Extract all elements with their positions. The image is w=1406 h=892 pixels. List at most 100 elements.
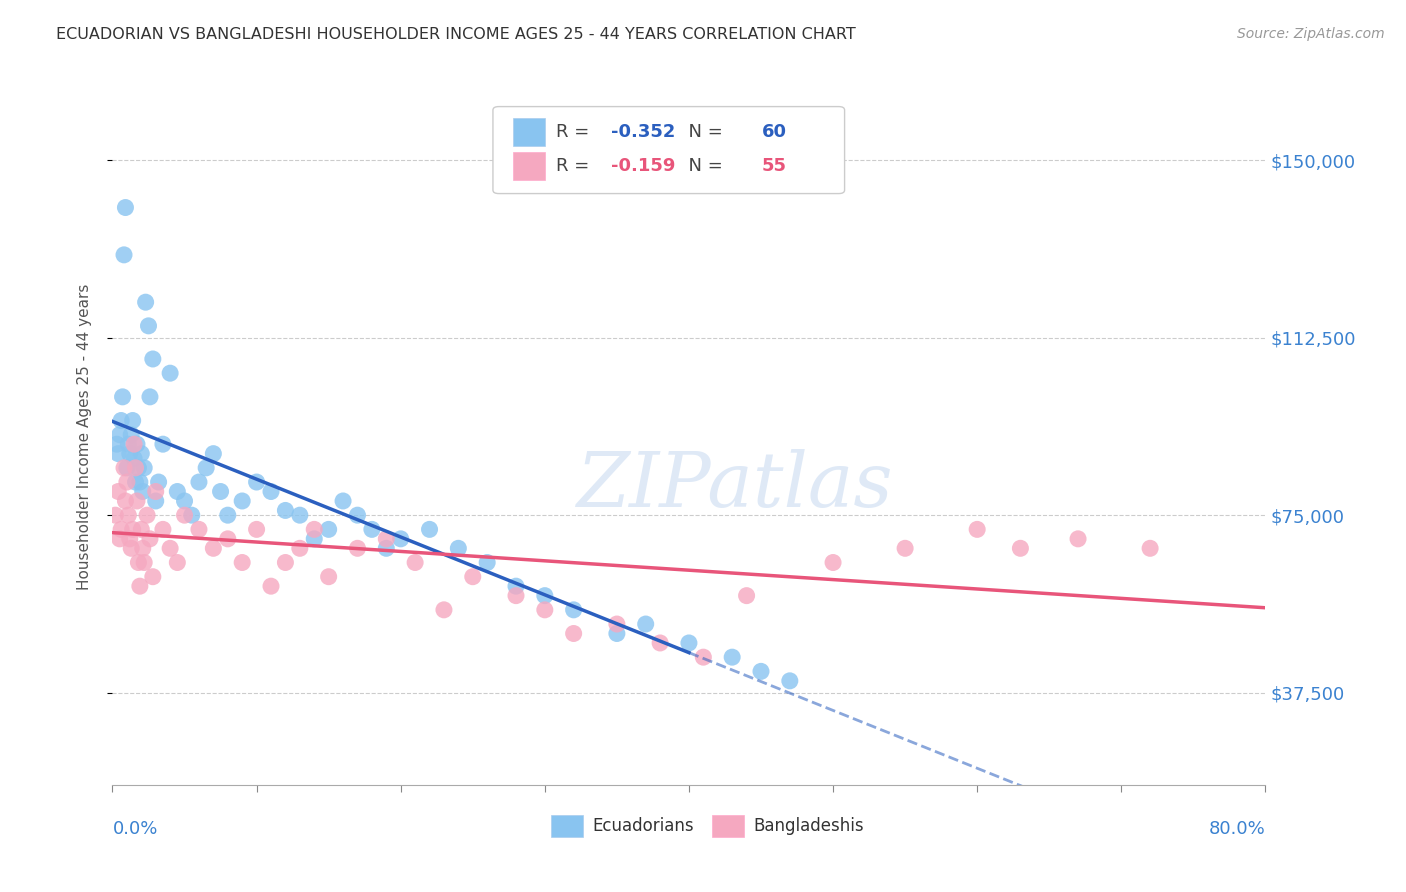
Point (117, 508, 139, 523)
Point (231, 556, 253, 570)
Point (129, 447, 153, 461)
Point (274, 503, 297, 517)
Point (110, 413, 132, 427)
Point (188, 522, 211, 536)
Point (124, 460, 146, 475)
Point (125, 494, 148, 508)
Text: R =: R = (557, 157, 595, 175)
Point (124, 475, 146, 489)
Point (461, 570, 484, 584)
Point (534, 603, 557, 617)
Text: Source: ZipAtlas.com: Source: ZipAtlas.com (1237, 27, 1385, 41)
Point (195, 460, 218, 475)
Point (447, 541, 470, 556)
Point (173, 494, 195, 508)
Point (1139, 541, 1161, 556)
Point (127, 556, 149, 570)
Point (779, 673, 801, 688)
Point (173, 508, 195, 523)
Point (606, 626, 628, 640)
Text: Bangladeshis: Bangladeshis (754, 817, 865, 835)
Point (159, 541, 181, 556)
Point (966, 522, 988, 536)
Point (125, 437, 148, 451)
Point (260, 484, 283, 499)
Point (692, 650, 714, 665)
FancyBboxPatch shape (551, 815, 583, 837)
Point (202, 541, 225, 556)
Point (678, 636, 700, 650)
Point (346, 508, 368, 523)
Text: -0.352: -0.352 (610, 123, 675, 141)
Y-axis label: Householder Income Ages 25 - 44 years: Householder Income Ages 25 - 44 years (77, 284, 91, 591)
Text: 55: 55 (762, 157, 786, 175)
Point (142, 351, 165, 366)
Point (112, 248, 135, 262)
Point (115, 460, 138, 475)
Point (118, 532, 141, 546)
Point (217, 508, 239, 523)
Point (166, 556, 188, 570)
FancyBboxPatch shape (494, 106, 845, 194)
Text: N =: N = (678, 123, 728, 141)
Point (375, 532, 398, 546)
Point (433, 603, 456, 617)
Point (145, 494, 167, 508)
Point (132, 484, 155, 499)
Point (562, 626, 585, 640)
Point (135, 295, 157, 310)
Point (148, 475, 170, 489)
Point (202, 447, 225, 461)
Point (318, 522, 340, 536)
Text: ECUADORIAN VS BANGLADESHI HOUSEHOLDER INCOME AGES 25 - 44 YEARS CORRELATION CHAR: ECUADORIAN VS BANGLADESHI HOUSEHOLDER IN… (56, 27, 856, 42)
Point (650, 636, 672, 650)
Point (1067, 532, 1090, 546)
Point (188, 475, 211, 489)
Point (346, 541, 368, 556)
Point (304, 532, 326, 546)
Point (128, 475, 150, 489)
Text: N =: N = (678, 157, 728, 175)
Point (721, 650, 744, 665)
Point (260, 579, 283, 593)
Point (159, 366, 181, 380)
Point (166, 484, 188, 499)
Point (122, 437, 145, 451)
Point (136, 508, 159, 523)
Point (128, 579, 150, 593)
Point (1010, 541, 1032, 556)
Point (111, 390, 134, 404)
Point (304, 522, 326, 536)
Point (209, 484, 232, 499)
Point (152, 437, 174, 451)
Point (894, 541, 917, 556)
Point (107, 484, 129, 499)
Point (120, 427, 142, 442)
Point (118, 447, 141, 461)
Point (142, 570, 165, 584)
Point (108, 532, 131, 546)
Point (134, 556, 156, 570)
Point (129, 522, 153, 536)
Point (115, 475, 138, 489)
Point (735, 589, 758, 603)
FancyBboxPatch shape (513, 119, 546, 146)
Point (110, 522, 132, 536)
Point (104, 508, 127, 523)
Point (114, 201, 136, 215)
Point (122, 451, 145, 466)
Point (404, 556, 426, 570)
Point (749, 665, 772, 679)
FancyBboxPatch shape (513, 152, 546, 179)
Point (138, 318, 160, 333)
Point (139, 390, 162, 404)
Point (231, 494, 253, 508)
Point (419, 522, 441, 536)
Point (562, 603, 585, 617)
Point (288, 541, 311, 556)
Point (121, 413, 143, 427)
Text: 0.0%: 0.0% (112, 820, 157, 838)
Point (139, 532, 162, 546)
Point (145, 484, 167, 499)
Point (127, 460, 149, 475)
